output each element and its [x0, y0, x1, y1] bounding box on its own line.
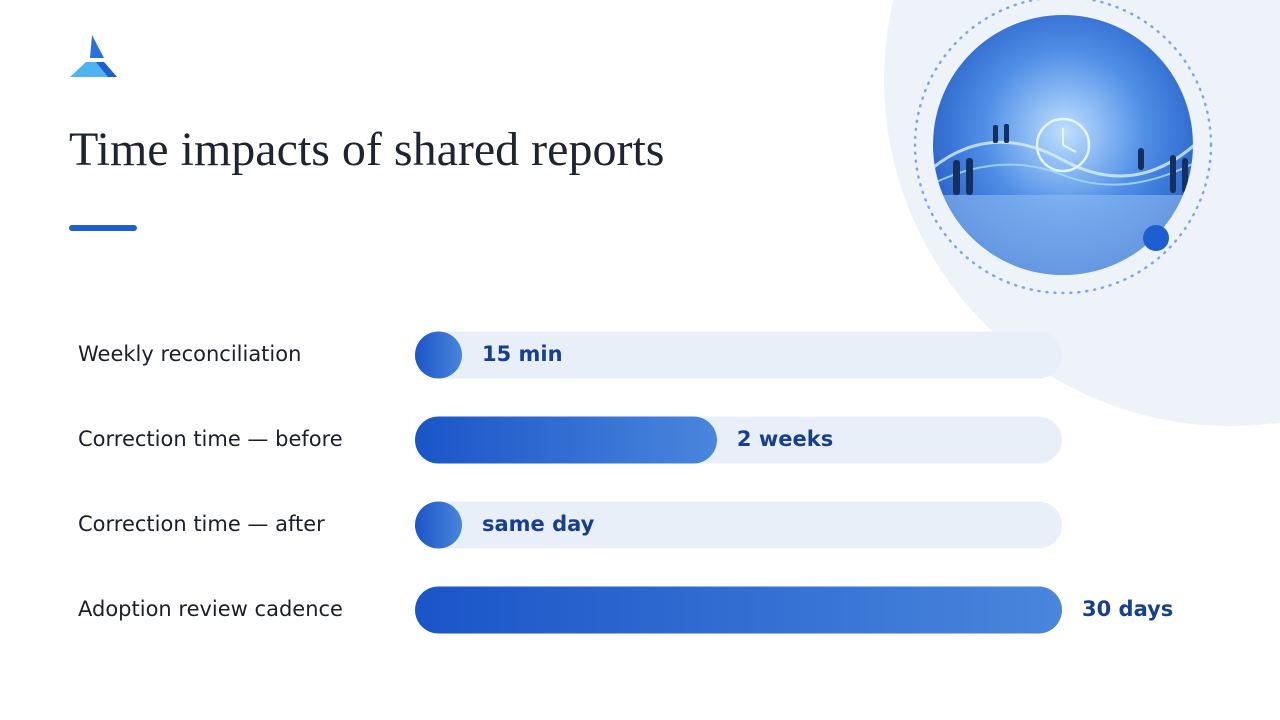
logo [70, 35, 117, 77]
category-label: Correction time — after [78, 512, 325, 536]
bar-track [415, 501, 1062, 549]
category-label: Correction time — before [78, 427, 343, 451]
bar-track [415, 331, 1062, 379]
value-label: 30 days [1082, 597, 1173, 621]
category-label: Adoption review cadence [78, 597, 343, 621]
chart-title: Time impacts of shared reports [69, 123, 664, 176]
bar [415, 501, 462, 549]
bar [415, 416, 717, 464]
plot: Weekly reconciliation 15 min Correction ti… [78, 331, 1173, 634]
title-underline [69, 225, 137, 231]
dotted-ring [913, 0, 1213, 295]
value-label: 15 min [482, 342, 563, 366]
accent-dot [1143, 225, 1169, 251]
bar [415, 586, 1062, 634]
value-label: 2 weeks [737, 427, 833, 451]
category-label: Weekly reconciliation [78, 342, 301, 366]
bar [415, 331, 462, 379]
value-label: same day [482, 512, 595, 536]
